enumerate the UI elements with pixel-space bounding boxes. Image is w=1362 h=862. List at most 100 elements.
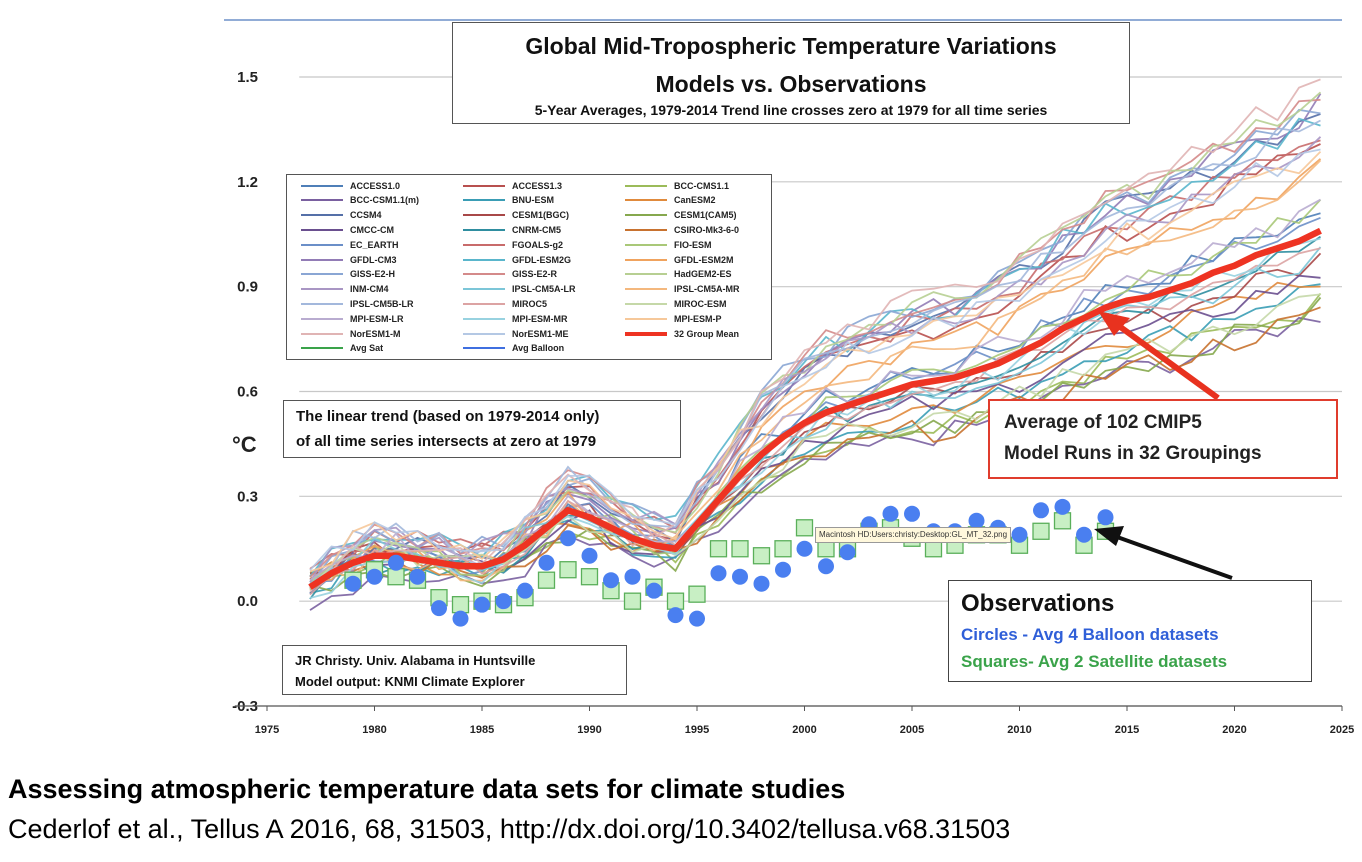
y-tick-label: 0.3 [237,488,258,505]
legend-swatch [463,228,505,231]
legend-item: Avg Balloon [463,341,564,356]
balloon-point [624,568,641,585]
legend-swatch [625,317,667,320]
legend-label: MIROC5 [512,298,548,309]
satellite-point [795,519,814,537]
legend-item: IPSL-CM5A-LR [463,282,576,297]
y-tick-label: 0.9 [237,279,258,296]
satellite-point [731,540,749,558]
balloon-point [1097,509,1114,526]
y-tick-label: 0.6 [237,384,258,401]
legend-swatch [463,273,505,276]
balloon-point [431,600,447,617]
legend: ACCESS1.0 ACCESS1.3 BCC-CMS1.1 BCC-CSM1.1(m… [286,174,772,360]
model-run-line [309,78,1321,593]
chart-title: Global Mid-Tropospheric Temperature Vari… [525,33,1057,59]
observations-callout: Observations Circles - Avg 4 Balloon dat… [948,580,1312,682]
model-run-line [309,306,1321,580]
legend-swatch [301,332,343,335]
legend-item: BCC-CSM1.1(m) [301,193,419,208]
legend-label: MPI-ESM-LR [350,313,404,324]
legend-item: BNU-ESM [463,193,554,208]
legend-label: IPSL-CM5B-LR [350,298,414,309]
model-run-line [309,108,1321,586]
credit-box: JR Christy. Univ. Alabama in Huntsville … [282,645,627,695]
legend-item: MPI-ESM-LR [301,311,404,326]
balloon-point [818,558,834,575]
legend-swatch [301,288,343,291]
satellite-point [924,540,943,558]
legend-item: IPSL-CM5B-LR [301,296,414,311]
legend-item: CNRM-CM5 [463,222,561,237]
legend-swatch [301,184,343,187]
satellite-point [559,561,577,579]
legend-item: HadGEM2-ES [625,267,732,282]
legend-item: FIO-ESM [625,237,712,252]
legend-swatch [625,273,667,276]
legend-item: MIROC-ESM [625,296,727,311]
legend-swatch [301,273,343,276]
legend-label: INM-CM4 [350,284,389,295]
y-axis-label: °C [232,432,257,457]
model-average-line1: Average of 102 CMIP5 [1004,412,1202,433]
legend-swatch [463,302,505,305]
balloon-point [409,568,426,585]
legend-label: ACCESS1.3 [512,180,563,191]
legend-item: ACCESS1.0 [301,178,400,193]
legend-label: Avg Sat [350,343,384,354]
trend-note-line1: The linear trend (based on 1979-2014 onl… [296,408,600,425]
model-run-line [309,293,1321,590]
x-tick-label: 1990 [577,724,601,736]
legend-item: CESM1(BGC) [463,208,569,223]
legend-label: BNU-ESM [512,195,554,206]
balloon-point [904,505,920,522]
legend-label: ACCESS1.0 [350,180,401,191]
legend-swatch [301,302,343,305]
legend-item: 32 Group Mean [625,326,739,341]
mean-line [308,227,1322,590]
legend-item: NorESM1-ME [463,326,569,341]
legend-swatch [301,258,343,261]
x-tick-label: 2015 [1115,724,1139,736]
legend-item: MPI-ESM-MR [463,311,568,326]
model-run-line [309,148,1321,571]
x-tick-label: 2025 [1330,724,1354,736]
model-average-callout: Average of 102 CMIP5 Model Runs in 32 Gr… [988,399,1338,479]
legend-swatch [625,199,667,202]
y-tick-label: 1.5 [237,69,258,86]
legend-item: GFDL-ESM2M [625,252,734,267]
legend-swatch [463,347,505,350]
legend-label: GFDL-ESM2G [512,254,572,265]
legend-label: BCC-CMS1.1 [674,180,730,191]
file-path-tooltip: Macintosh HD:Users:christy:Desktop:GL_MT… [815,527,1012,543]
legend-swatch [301,317,343,320]
trend-note-box: The linear trend (based on 1979-2014 onl… [283,400,681,458]
legend-item: CanESM2 [625,193,716,208]
mean-arrow [1106,315,1220,401]
legend-label: 32 Group Mean [674,328,740,339]
balloon-point [882,505,899,522]
balloon-point [495,593,512,610]
legend-swatch [301,243,343,246]
legend-item: MIROC5 [463,296,547,311]
paper-citation: Cederlof et al., Tellus A 2016, 68, 3150… [8,814,1011,844]
balloon-point [517,582,533,599]
legend-swatch [463,332,505,335]
model-run-lines [309,78,1322,611]
legend-item: GFDL-CM3 [301,252,397,267]
satellite-point [623,592,642,610]
satellite-point [580,568,599,586]
balloon-point [581,547,598,564]
x-tick-label: 2020 [1222,724,1246,736]
observations-title: Observations [961,590,1115,617]
y-tick-label: 0.0 [237,593,258,610]
legend-label: HadGEM2-ES [674,269,732,280]
model-run-line [309,98,1321,578]
satellite-point [774,540,792,558]
legend-swatch [625,228,667,231]
legend-item: ACCESS1.3 [463,178,562,193]
legend-item: CCSM4 [301,208,382,223]
obs-arrow-head [1094,526,1124,546]
balloon-point [646,582,662,599]
legend-swatch [301,199,343,202]
